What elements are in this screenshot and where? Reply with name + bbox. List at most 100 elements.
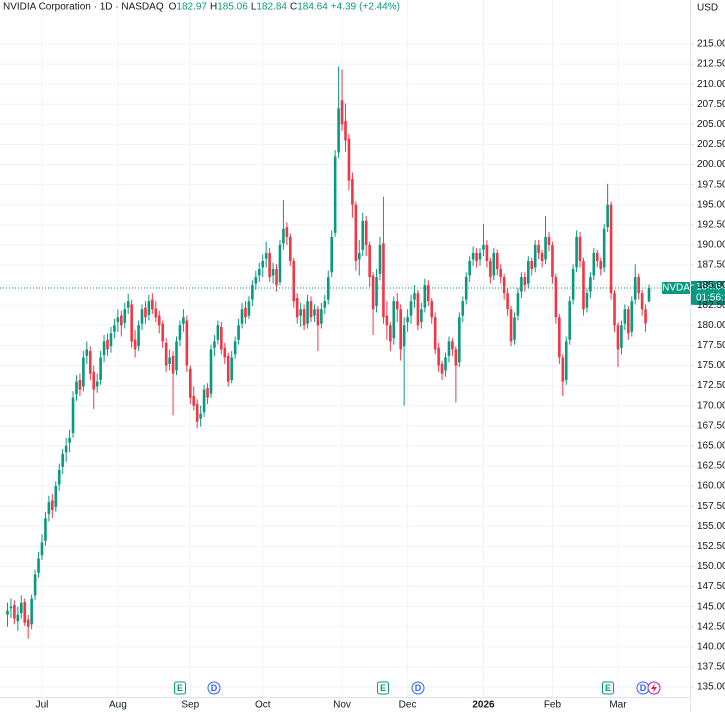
candle-body [120,315,123,326]
candle-body [278,244,282,282]
ohlc-label: H [210,2,217,13]
candle-body [95,381,99,387]
candle-body [420,309,423,323]
candle-body [575,236,578,268]
y-tick-label: 170.00 [697,400,725,411]
event-label: D [211,683,218,693]
candle-body [402,325,406,347]
candle [454,346,458,403]
event-label: E [380,683,386,693]
y-tick-label: 172.50 [697,380,725,391]
candle [95,373,99,393]
candle-body [644,309,647,324]
candle [147,294,151,321]
candle [202,384,206,417]
ohlc-label: O [169,2,177,13]
candle [647,284,651,303]
y-tick-label: 165.00 [697,441,725,452]
candle-body [209,349,213,394]
candle-body [340,100,344,125]
candle [585,288,589,313]
candle [61,449,64,475]
symbol-tag-bg [662,282,690,295]
candle-body [106,339,109,350]
candle [354,201,358,271]
candle-body [637,277,640,294]
y-tick-label: 187.50 [697,260,725,271]
y-tick-label: 142.50 [697,621,725,632]
candle [627,306,630,340]
candle-body [268,252,271,278]
candle [64,437,68,462]
candle-body [382,243,385,318]
candle [485,240,489,268]
candle [606,183,609,233]
candle [613,289,616,332]
candle-body [513,317,516,340]
candle-body [627,309,630,334]
candle-body [54,486,58,507]
candle-body [109,333,113,347]
candle [182,309,185,332]
candle [323,294,327,315]
candle [161,320,165,348]
candle [637,273,640,300]
candle [444,352,447,377]
candle [57,463,61,491]
candle-body [471,252,475,260]
candle [206,383,209,405]
candle [330,230,334,278]
candle-body [151,299,154,310]
event-label: D [415,683,422,693]
ohlc-value: 184.64 [297,2,328,13]
candle [561,354,565,397]
candle-body [630,301,634,332]
candle [168,349,171,371]
candle [568,296,571,345]
x-tick-label: Sep [181,700,199,711]
candle [268,248,271,282]
y-tick-label: 152.50 [697,541,725,552]
candle-body [30,598,33,625]
candle-body [130,304,133,342]
y-tick-label: 137.50 [697,662,725,673]
plot [0,66,690,639]
y-tick-label: 197.50 [697,179,725,190]
candle-body [75,381,78,395]
candle-body [26,619,30,627]
candle-body [137,325,140,347]
candle-body [554,277,558,318]
candle-body [226,355,230,382]
candle-body [520,277,523,292]
candle-body [447,341,451,356]
candle [599,257,603,276]
x-tick-label: Oct [255,700,271,711]
candle-body [99,357,102,380]
candle [523,272,527,292]
x-tick-label: Dec [399,700,417,711]
countdown: 01:56:1 [696,293,725,304]
candle-body [195,404,199,422]
event-label: E [605,683,611,693]
ohlc-label: C [290,2,297,13]
candle [371,272,375,335]
candle-body [540,252,544,262]
candle-body [144,307,147,318]
candle-body [216,325,220,340]
candle-body [509,309,513,342]
candle [92,365,96,409]
symbol-tag: NVDA [662,283,690,294]
candle [47,495,51,522]
candle [644,304,647,332]
candle-body [292,261,296,302]
candle [233,336,237,360]
candle-body [157,315,161,326]
candle-body [230,357,233,380]
candle-body [237,325,240,340]
candle [558,314,561,364]
candle [385,301,389,340]
event-icon [411,681,425,695]
candle [337,66,340,159]
candle [209,344,213,398]
candle-body [354,204,358,262]
